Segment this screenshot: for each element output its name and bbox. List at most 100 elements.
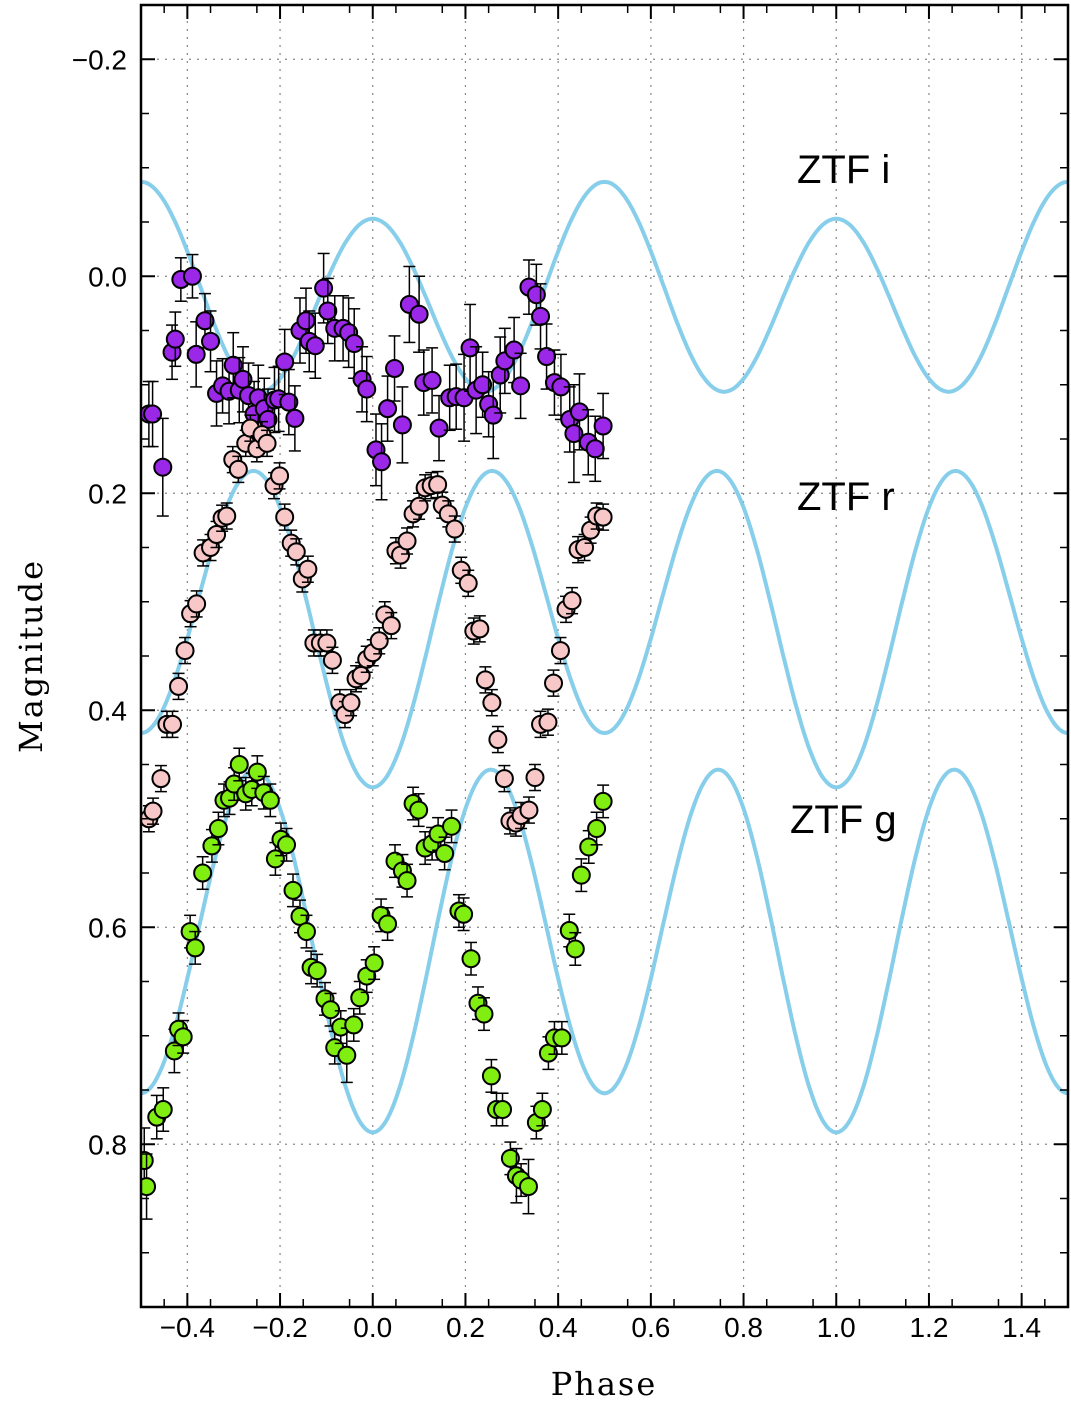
series-points [141,252,613,517]
data-point [357,379,377,399]
series-points [141,414,613,837]
x-tick-label: 0.4 [539,1312,578,1343]
data-point [185,938,205,958]
data-point [163,714,183,734]
data-point [321,1000,341,1020]
data-point [260,790,280,810]
data-point [593,507,613,527]
data-points [141,252,613,1220]
series-label: ZTF g [790,798,897,842]
data-point [143,404,163,424]
y-tick-label: 0.8 [88,1129,127,1160]
data-point [318,301,338,321]
x-tick-label: 0.2 [446,1312,485,1343]
data-point [409,800,429,820]
data-point [298,559,318,579]
data-point [187,594,207,614]
data-point [460,338,480,358]
data-point [493,1100,513,1120]
data-point [233,369,253,389]
data-point [337,1045,357,1065]
data-point [518,1177,538,1197]
data-point [579,837,599,857]
data-point [364,953,384,973]
y-tick-label: 0.0 [88,261,127,292]
y-tick-label: 0.4 [88,695,127,726]
data-point [488,730,508,750]
data-point [585,439,605,459]
data-point [351,666,371,686]
y-tick-label: −0.2 [72,44,127,75]
x-tick-label: 0.8 [724,1312,763,1343]
data-point [526,285,546,305]
data-point [571,865,591,885]
data-point [344,1015,364,1035]
data-point [565,939,585,959]
data-point [454,904,474,924]
data-point [569,402,589,422]
data-point [504,340,524,360]
data-point [562,591,582,611]
x-tick-label: 1.0 [817,1312,856,1343]
data-point [143,801,163,821]
grid [141,5,1068,1307]
data-point [165,329,185,349]
data-point [277,835,297,855]
series-label: ZTF r [797,475,895,519]
x-axis-title: Phase [551,1365,658,1403]
data-point [531,306,551,326]
data-point [587,819,607,839]
plot-frame [139,3,1070,1309]
data-point [141,1177,157,1197]
data-point [201,331,221,351]
data-point [593,416,613,436]
data-point [175,641,195,661]
data-point [511,376,531,396]
data-point [369,631,389,651]
data-point [482,693,502,713]
data-point [275,507,295,527]
data-point [519,800,539,820]
data-point [283,880,303,900]
data-point [372,452,392,472]
y-tick-label: 0.2 [88,478,127,509]
data-point [385,358,405,378]
data-point [442,816,462,836]
data-point [296,922,316,942]
data-point [475,670,495,690]
data-point [202,836,222,856]
y-axis-title: Magnitude [12,559,50,753]
data-point [483,405,503,425]
data-point [378,914,398,934]
data-point [525,768,545,788]
data-point [193,863,213,883]
data-point [153,457,173,477]
data-point [422,370,442,390]
model-curve [141,767,1068,1135]
data-point [296,311,316,331]
data-point [429,418,449,438]
data-point [378,399,398,419]
data-point [409,496,429,516]
data-point [305,336,325,356]
series-label: ZTF i [797,148,890,192]
data-point [182,266,202,286]
y-tick-label: 0.6 [88,912,127,943]
data-point [307,961,327,981]
data-point [559,921,579,941]
data-point [286,542,306,562]
data-point [544,673,564,693]
data-point [344,334,364,354]
data-point [397,871,417,891]
axis-ticks [141,4,1068,1307]
x-tick-label: 0.6 [631,1312,670,1343]
data-point [474,1004,494,1024]
data-point [473,375,493,395]
data-point [494,769,514,789]
data-point [223,355,243,375]
data-point [151,769,171,789]
data-point [435,843,455,863]
series-points [141,747,613,1220]
data-point [538,712,558,732]
